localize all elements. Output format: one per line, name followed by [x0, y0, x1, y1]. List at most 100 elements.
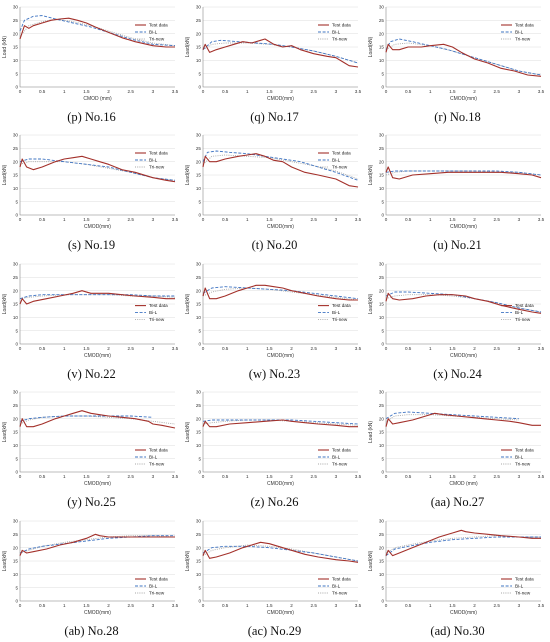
x-axis-label: CMOD(mm) — [267, 353, 294, 359]
y-tick-label: 10 — [196, 58, 202, 63]
x-tick-label: 2.5 — [128, 474, 135, 479]
x-tick-label: 3 — [335, 603, 338, 608]
legend: Test data Bi-L Tri-new — [501, 23, 534, 42]
x-tick-label: 3.5 — [172, 474, 179, 479]
y-tick-label: 5 — [198, 328, 201, 333]
chart-svg: 0 5 10 15 20 25 30 0 0.5 1 1.5 2 2.5 3 3.5 CMOD(mm) Load… — [368, 262, 545, 359]
legend-label: Test data — [515, 448, 534, 453]
chart-caption: (z) No.26 — [250, 495, 299, 509]
x-tick-label: 1 — [246, 346, 249, 351]
x-tick-label: 1.5 — [449, 474, 456, 479]
y-tick-label: 10 — [379, 572, 385, 577]
legend-label: Bi-L — [515, 310, 524, 315]
x-axis-label: CMOD(mm) — [450, 353, 477, 359]
y-axis-label: Load(kN) — [2, 293, 8, 314]
x-tick-label: 3 — [152, 89, 155, 94]
x-tick-label: 1.5 — [83, 474, 90, 479]
legend-label: Bi-L — [332, 455, 341, 460]
legend-label: Tri-new — [515, 591, 531, 596]
x-tick-label: 1 — [246, 474, 249, 479]
x-tick-label: 3 — [335, 346, 338, 351]
series-line-tri — [385, 414, 519, 422]
chart-caption: (ab) No.28 — [64, 624, 119, 638]
y-tick-label: 5 — [198, 199, 201, 204]
x-tick-label: 0 — [385, 217, 388, 222]
x-tick-label: 3 — [518, 474, 521, 479]
legend-label: Tri-new — [332, 165, 348, 170]
x-tick-label: 0.5 — [222, 89, 229, 94]
chart-caption: (v) No.22 — [67, 367, 116, 381]
x-tick-label: 1.5 — [266, 603, 273, 608]
legend: Test data Bi-L Tri-new — [501, 577, 534, 596]
y-tick-label: 5 — [381, 328, 384, 333]
y-axis-label: Load(kN) — [368, 550, 374, 571]
y-tick-label: 0 — [15, 213, 18, 218]
legend-label: Tri-new — [149, 317, 165, 322]
y-tick-label: 5 — [198, 585, 201, 590]
series-line-tri — [19, 294, 176, 300]
x-tick-label: 0 — [202, 474, 205, 479]
y-axis-label: Load(kN) — [2, 550, 8, 571]
y-tick-label: 10 — [13, 443, 19, 448]
y-tick-label: 25 — [379, 146, 385, 151]
x-tick-label: 3.5 — [355, 89, 362, 94]
legend: Test data Bi-L Tri-new — [135, 577, 168, 596]
x-tick-label: 1.5 — [449, 603, 456, 608]
chart-svg: 0 5 10 15 20 25 30 0 0.5 1 1.5 2 2.5 3 3.5 CMOD(mm) Load… — [368, 5, 545, 102]
series-line-bil — [202, 150, 359, 181]
chart-svg: 0 5 10 15 20 25 30 0 0.5 1 1.5 2 2.5 3 3.5 CMOD(mm) Load… — [2, 262, 179, 359]
y-tick-label: 25 — [13, 18, 19, 23]
chart-caption: (t) No.20 — [251, 238, 298, 252]
legend: Test data Bi-L Tri-new — [318, 23, 351, 42]
x-tick-label: 3 — [335, 474, 338, 479]
series-line-bil — [19, 415, 153, 422]
y-tick-label: 25 — [13, 532, 19, 537]
x-tick-label: 2 — [107, 217, 110, 222]
y-tick-label: 20 — [379, 159, 385, 164]
legend-label: Tri-new — [332, 591, 348, 596]
x-tick-label: 2.5 — [494, 474, 501, 479]
chart-panel: 0 5 10 15 20 25 30 0 0.5 1 1.5 2 2.5 3 3.5 CMOD(mm) Load… — [0, 128, 183, 256]
y-tick-label: 30 — [379, 133, 385, 138]
y-tick-label: 15 — [13, 45, 19, 50]
y-tick-label: 15 — [196, 430, 202, 435]
y-tick-label: 5 — [15, 328, 18, 333]
y-tick-label: 25 — [379, 532, 385, 537]
y-tick-label: 5 — [15, 456, 18, 461]
x-tick-label: 2 — [473, 603, 476, 608]
chart-panel: 0 5 10 15 20 25 30 0 0.5 1 1.5 2 2.5 3 3.5 CMOD(mm) Load… — [183, 385, 366, 513]
chart-panel: 0 5 10 15 20 25 30 0 0.5 1 1.5 2 2.5 3 3.5 CMOD(mm) Load… — [183, 257, 366, 385]
y-tick-label: 10 — [196, 572, 202, 577]
y-tick-label: 25 — [379, 275, 385, 280]
x-tick-label: 2 — [107, 89, 110, 94]
x-tick-label: 0 — [202, 217, 205, 222]
x-tick-label: 3.5 — [172, 603, 179, 608]
y-tick-label: 25 — [379, 18, 385, 23]
x-tick-label: 0 — [385, 346, 388, 351]
y-tick-label: 20 — [196, 416, 202, 421]
series-line-tri — [385, 170, 542, 176]
chart-panel: 0 5 10 15 20 25 30 0 0.5 1 1.5 2 2.5 3 3.5 CMOD (mm) Loa… — [0, 0, 183, 128]
legend: Test data Bi-L Tri-new — [501, 448, 534, 467]
y-tick-label: 20 — [379, 31, 385, 36]
x-tick-label: 2.5 — [311, 474, 318, 479]
y-tick-label: 25 — [13, 403, 19, 408]
x-tick-label: 0 — [19, 89, 22, 94]
y-tick-label: 25 — [196, 275, 202, 280]
x-tick-label: 0.5 — [405, 346, 412, 351]
x-tick-label: 0 — [19, 603, 22, 608]
x-tick-label: 2.5 — [128, 346, 135, 351]
y-tick-label: 0 — [15, 342, 18, 347]
y-tick-label: 15 — [379, 430, 385, 435]
y-tick-label: 5 — [381, 199, 384, 204]
axes — [19, 392, 175, 473]
legend-label: Tri-new — [149, 591, 165, 596]
chart-caption: (s) No.19 — [67, 238, 116, 252]
series-line-bil — [202, 286, 359, 300]
x-tick-label: 0 — [385, 89, 388, 94]
y-tick-label: 0 — [198, 85, 201, 90]
x-tick-label: 3 — [518, 89, 521, 94]
y-tick-label: 10 — [379, 186, 385, 191]
x-tick-label: 2.5 — [494, 89, 501, 94]
legend-label: Test data — [515, 577, 534, 582]
